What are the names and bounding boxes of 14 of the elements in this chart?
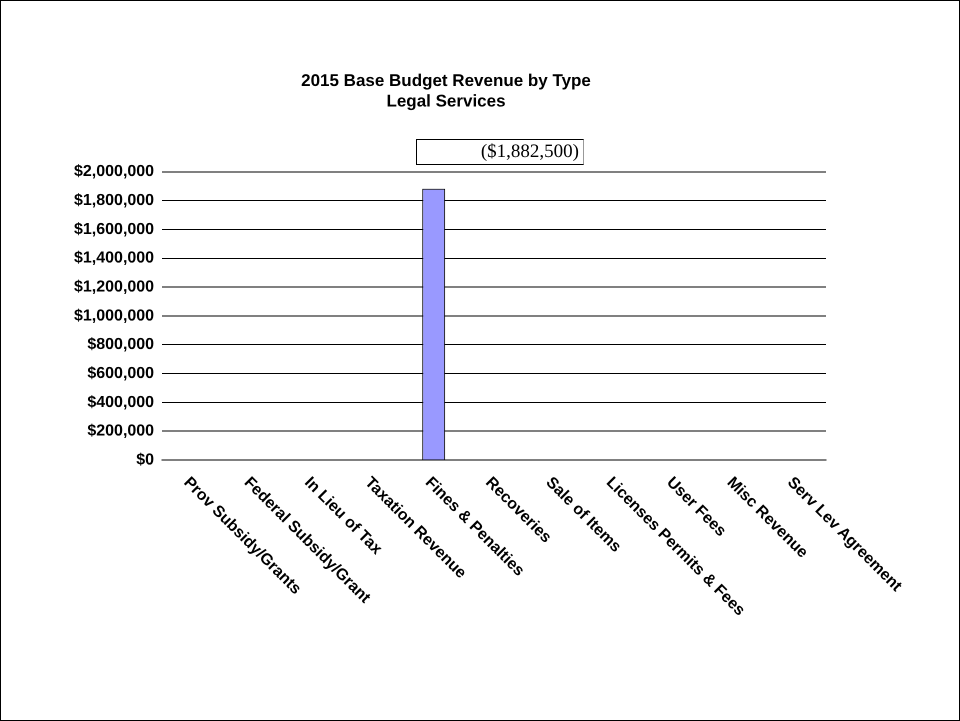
y-tick-label: $1,400,000	[74, 250, 154, 267]
text: ($1,882,500)	[416, 139, 584, 165]
y-tick-label: $2,000,000	[74, 163, 154, 180]
y-tick-label: $1,800,000	[74, 192, 154, 210]
y-tick-label: $200,000	[87, 422, 154, 440]
y-tick-label: $1,600,000	[74, 220, 154, 238]
y-tick-label: $800,000	[87, 336, 154, 354]
y-tick-label: $1,200,000	[74, 278, 154, 296]
y-tick-label: $0	[136, 451, 154, 468]
chart-title: 2015 Base Budget Revenue by Type	[301, 70, 591, 90]
y-tick-label: $1,000,000	[74, 307, 154, 324]
y-tick-label: $600,000	[87, 364, 154, 382]
y-tick-label: $400,000	[87, 394, 154, 411]
chart-subtitle: Legal Services	[386, 91, 506, 110]
